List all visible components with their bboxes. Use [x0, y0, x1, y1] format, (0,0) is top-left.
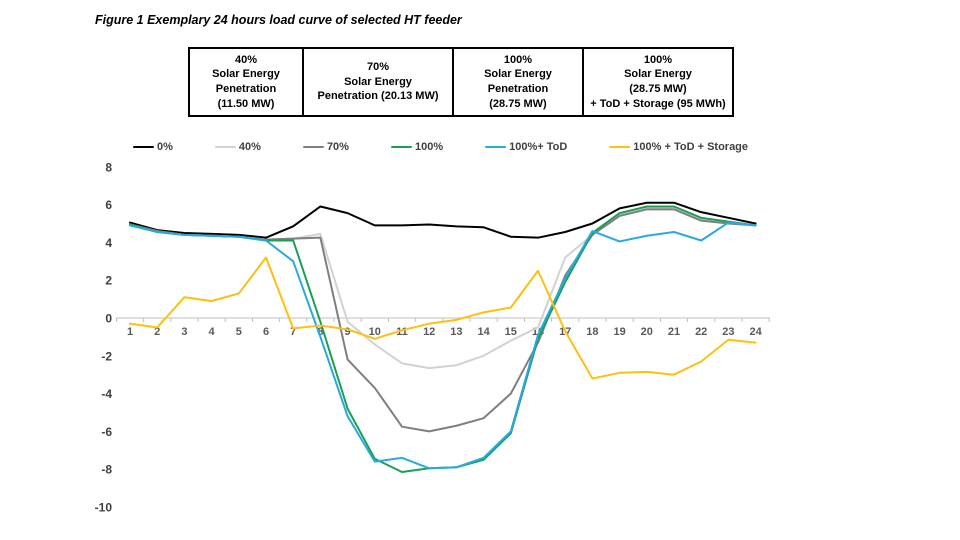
y-axis-tick-label: 0	[105, 312, 112, 326]
legend-swatch	[485, 145, 507, 149]
legend-label: 100%	[414, 141, 444, 153]
x-axis-tick-label: 5	[236, 326, 242, 338]
series-line-40-	[129, 207, 757, 370]
scenario-cell-70: 70% Solar Energy Penetration (20.13 MW)	[304, 49, 454, 115]
x-axis-tick-label: 10	[369, 326, 381, 338]
scenario-table: 40% Solar Energy Penetration (11.50 MW) …	[188, 47, 734, 117]
x-axis-tick-label: 19	[613, 326, 625, 338]
x-axis-tick-label: 14	[477, 326, 490, 338]
y-axis-tick-label: 8	[105, 160, 112, 174]
scenario-cell-40: 40% Solar Energy Penetration (11.50 MW)	[190, 49, 304, 115]
chart-legend: 0% 40% 70% 100% 100%+ ToD 100% + ToD + Storag…	[133, 141, 748, 153]
series-line-100-	[129, 205, 757, 474]
y-axis-tick-label: 2	[105, 274, 112, 288]
x-axis-tick-label: 2	[154, 326, 160, 338]
y-axis-tick-label: 6	[105, 198, 112, 212]
x-axis-tick-label: 9	[345, 326, 351, 338]
scenario-cell-100: 100% Solar Energy Penetration (28.75 MW)	[454, 49, 584, 115]
y-axis-tick-label: -8	[101, 463, 112, 477]
series-line-0-	[129, 201, 757, 239]
series-line-100-tod-storage	[129, 256, 757, 380]
legend-swatch	[390, 145, 412, 149]
x-axis-tick-label: 6	[263, 326, 269, 338]
x-axis-tick-label: 15	[505, 326, 517, 338]
legend-item-0-: 0%	[133, 141, 173, 153]
legend-label: 40%	[238, 141, 261, 153]
x-axis-tick-label: 12	[423, 326, 435, 338]
legend-swatch	[609, 145, 631, 149]
x-axis-tick-label: 11	[396, 326, 408, 338]
legend-item-100-tod-storage: 100% + ToD + Storage	[609, 141, 748, 153]
legend-swatch	[214, 145, 236, 149]
legend-label: 0%	[157, 141, 173, 153]
legend-swatch	[133, 145, 154, 149]
x-axis-tick-label: 24	[749, 326, 762, 338]
x-axis-tick-label: 3	[181, 326, 187, 338]
legend-label: 100% + ToD + Storage	[633, 141, 749, 153]
y-axis-tick-label: -6	[101, 425, 112, 439]
x-axis-tick-label: 7	[290, 326, 296, 338]
scenario-cell-100-tod-storage: 100% Solar Energy (28.75 MW) + ToD + Sto…	[590, 53, 726, 110]
legend-label: 70%	[326, 141, 349, 153]
x-axis-tick-label: 21	[668, 326, 680, 338]
legend-item-70-: 70%	[302, 141, 349, 153]
series-line-100-tod	[129, 221, 757, 470]
x-axis-tick-label: 22	[695, 326, 707, 338]
x-axis-tick-label: 13	[450, 326, 462, 338]
x-axis-tick-label: 18	[586, 326, 598, 338]
y-axis-tick-label: -4	[101, 387, 112, 401]
y-axis-tick-label: -10	[95, 501, 113, 515]
legend-label: 100%+ ToD	[509, 141, 568, 153]
y-axis-tick-label: -2	[101, 349, 112, 363]
legend-swatch	[302, 145, 324, 149]
x-axis-tick-label: 23	[722, 326, 734, 338]
x-axis-tick-label: 8	[317, 326, 323, 338]
legend-item-100-: 100%	[390, 141, 444, 153]
x-axis-tick-label: 20	[641, 326, 653, 338]
x-axis-tick-label: 4	[209, 326, 216, 338]
legend-item-40-: 40%	[214, 141, 261, 153]
legend-item-100-tod: 100%+ ToD	[485, 141, 567, 153]
y-axis-tick-label: 4	[105, 236, 112, 250]
x-axis-tick-label: 1	[127, 326, 133, 338]
figure-title: Figure 1 Exemplary 24 hours load curve o…	[95, 13, 462, 27]
